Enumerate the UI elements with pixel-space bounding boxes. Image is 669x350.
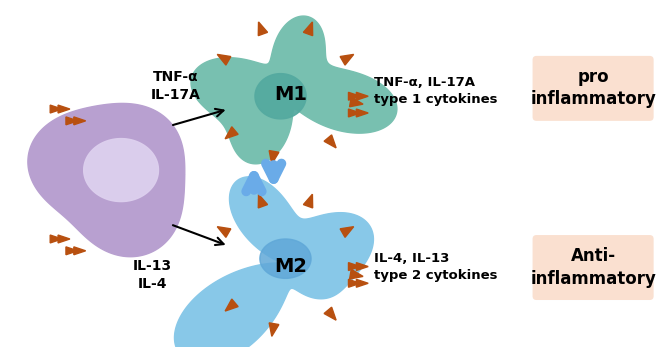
Polygon shape [260,239,311,278]
Text: IL-13
IL-4: IL-13 IL-4 [133,259,172,291]
Polygon shape [217,227,231,237]
Polygon shape [175,177,373,350]
Polygon shape [28,103,185,257]
Polygon shape [269,323,279,336]
Polygon shape [74,247,86,255]
Text: TNF-α
IL-17A: TNF-α IL-17A [151,70,200,102]
Polygon shape [350,270,363,279]
Text: TNF-α, IL-17A
type 1 cytokines: TNF-α, IL-17A type 1 cytokines [374,76,498,106]
Polygon shape [357,262,368,271]
Polygon shape [304,194,312,208]
Polygon shape [349,279,361,287]
Polygon shape [324,135,336,148]
Polygon shape [340,54,354,65]
Polygon shape [74,117,86,125]
Polygon shape [350,97,363,107]
Polygon shape [84,139,159,202]
Polygon shape [340,227,354,237]
Polygon shape [255,74,306,119]
Polygon shape [349,262,361,271]
Polygon shape [258,22,268,36]
FancyBboxPatch shape [533,56,654,121]
Text: M1: M1 [274,85,307,104]
Polygon shape [357,109,368,117]
Text: pro
inflammatory: pro inflammatory [531,68,656,108]
Polygon shape [225,127,238,139]
Polygon shape [66,117,78,125]
Polygon shape [324,307,336,320]
Text: M2: M2 [274,257,307,276]
Text: IL-4, IL-13
type 2 cytokines: IL-4, IL-13 type 2 cytokines [374,252,498,281]
Polygon shape [50,105,62,113]
Polygon shape [357,92,368,100]
Polygon shape [66,247,78,255]
Polygon shape [349,92,361,100]
Polygon shape [225,299,238,311]
Polygon shape [58,235,70,243]
Polygon shape [50,235,62,243]
Polygon shape [349,109,361,117]
Polygon shape [58,105,70,113]
Polygon shape [258,194,268,208]
Polygon shape [191,16,397,164]
Text: Anti-
inflammatory: Anti- inflammatory [531,247,656,288]
Polygon shape [217,54,231,65]
Polygon shape [357,279,368,287]
Polygon shape [304,22,312,36]
FancyBboxPatch shape [533,235,654,300]
Polygon shape [269,150,279,164]
